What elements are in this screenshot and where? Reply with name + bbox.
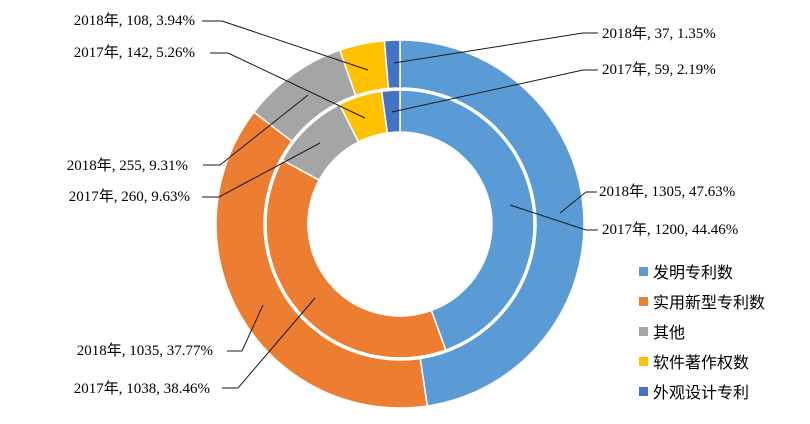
donut-slice-2017年-发明专利数 [399, 89, 535, 351]
donut-slice-2017年-外观设计专利 [380, 89, 401, 134]
legend-label: 实用新型专利数 [653, 295, 766, 312]
legend-swatch-icon [639, 386, 648, 396]
data-label-2017-142: 2017年, 142, 5.26% [73, 45, 195, 61]
data-label-2017-1200: 2017年, 1200, 44.46% [602, 222, 739, 238]
donut-slice-2018年-实用新型专利数 [215, 111, 429, 409]
legend-label: 发明专利数 [653, 265, 734, 282]
data-label-2017-59: 2017年, 59, 2.19% [602, 62, 716, 78]
legend-swatch-icon [639, 296, 648, 306]
leader-line-0 [202, 20, 369, 71]
data-label-2018-108: 2018年, 108, 3.94% [73, 13, 195, 29]
legend-swatch-icon [639, 266, 648, 276]
legend-item-utility-model-patents: 实用新型专利数 [639, 286, 765, 316]
data-label-2018-1035: 2018年, 1035, 37.77% [76, 343, 213, 359]
leader-line-5 [222, 297, 316, 389]
data-label-2018-1305: 2018年, 1305, 47.63% [599, 184, 736, 200]
chart-legend: 发明专利数 实用新型专利数 其他 软件著作权数 外观设计专利 [639, 256, 765, 406]
leader-line-9 [509, 204, 598, 231]
donut-slice-2018年-发明专利数 [399, 39, 585, 407]
leader-line-2 [203, 94, 309, 166]
data-label-2018-255: 2018年, 255, 9.31% [66, 158, 188, 174]
legend-swatch-icon [639, 326, 648, 336]
legend-label: 外观设计专利 [653, 385, 750, 402]
legend-label: 其他 [653, 325, 686, 342]
donut-slice-2018年-外观设计专利 [383, 39, 401, 90]
leader-line-6 [393, 32, 598, 64]
data-label-2017-260: 2017年, 260, 9.63% [68, 189, 190, 205]
data-label-2017-1038: 2017年, 1038, 38.46% [73, 381, 210, 397]
leader-line-7 [391, 69, 598, 113]
legend-item-other: 其他 [639, 316, 765, 346]
leader-line-4 [227, 304, 264, 352]
legend-label: 软件著作权数 [653, 355, 750, 372]
data-label-2018-37: 2018年, 37, 1.35% [602, 26, 716, 42]
leader-line-8 [559, 191, 597, 214]
donut-slice-2017年-实用新型专利数 [265, 159, 447, 359]
legend-item-design-patents: 外观设计专利 [639, 376, 765, 406]
legend-item-invention-patents: 发明专利数 [639, 256, 765, 286]
leader-line-1 [210, 52, 366, 119]
legend-swatch-icon [639, 356, 648, 366]
leader-line-3 [202, 142, 321, 198]
legend-item-software-copyrights: 软件著作权数 [639, 346, 765, 376]
